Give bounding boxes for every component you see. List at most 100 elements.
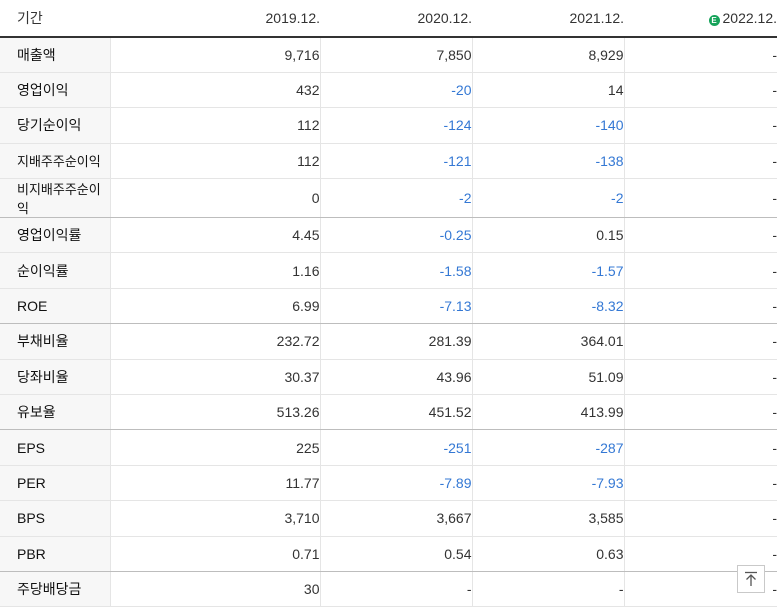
table-cell: 0 (110, 179, 320, 218)
table-cell: 281.39 (320, 324, 472, 359)
table-cell: - (624, 143, 777, 178)
table-cell: 112 (110, 143, 320, 178)
table-cell: -124 (320, 108, 472, 143)
table-cell: -7.89 (320, 465, 472, 500)
table-cell: 0.71 (110, 536, 320, 571)
table-cell: - (624, 324, 777, 359)
table-cell: - (624, 359, 777, 394)
table-cell: 6.99 (110, 288, 320, 323)
table-cell: -138 (472, 143, 624, 178)
row-label: 영업이익 (0, 72, 110, 107)
table-cell: - (624, 253, 777, 288)
table-cell: 513.26 (110, 395, 320, 430)
table-cell: 1.16 (110, 253, 320, 288)
row-label: 영업이익률 (0, 218, 110, 253)
row-label: PBR (0, 536, 110, 571)
table-cell: 3,667 (320, 501, 472, 536)
table-cell: 14 (472, 72, 624, 107)
row-label: 당기순이익 (0, 108, 110, 143)
column-header: 2021.12. (472, 0, 624, 37)
table-cell: 451.52 (320, 395, 472, 430)
table-cell: 8,929 (472, 37, 624, 72)
row-label: 비지배주주순이익 (0, 179, 110, 218)
column-header: 2019.12. (110, 0, 320, 37)
table-cell: - (320, 571, 472, 606)
table-cell: -20 (320, 72, 472, 107)
table-cell: -1.58 (320, 253, 472, 288)
row-label: ROE (0, 288, 110, 323)
table-cell: 112 (110, 108, 320, 143)
table-cell: 3,585 (472, 501, 624, 536)
period-header: 기간 (0, 0, 110, 37)
table-cell: 232.72 (110, 324, 320, 359)
row-label: 유보율 (0, 395, 110, 430)
table-cell: - (624, 288, 777, 323)
table-cell: - (624, 108, 777, 143)
table-cell: -7.13 (320, 288, 472, 323)
row-label: BPS (0, 501, 110, 536)
column-header-label: 2022.12. (723, 10, 777, 26)
table-cell: - (624, 179, 777, 218)
table-cell: -2 (320, 179, 472, 218)
row-label: 당좌비율 (0, 359, 110, 394)
row-label: 순이익률 (0, 253, 110, 288)
table-cell: 413.99 (472, 395, 624, 430)
table-cell: 51.09 (472, 359, 624, 394)
table-cell: 11.77 (110, 465, 320, 500)
table-cell: - (624, 430, 777, 465)
table-cell: -251 (320, 430, 472, 465)
table-cell: 3,710 (110, 501, 320, 536)
table-cell: -287 (472, 430, 624, 465)
table-cell: 0.63 (472, 536, 624, 571)
table-cell: - (624, 218, 777, 253)
table-cell: -121 (320, 143, 472, 178)
row-label: 지배주주순이익 (0, 143, 110, 178)
estimate-icon: E (709, 15, 720, 26)
row-label: 부채비율 (0, 324, 110, 359)
table-cell: -7.93 (472, 465, 624, 500)
table-cell: -1.57 (472, 253, 624, 288)
table-cell: 30.37 (110, 359, 320, 394)
row-label: PER (0, 465, 110, 500)
table-cell: -2 (472, 179, 624, 218)
table-cell: 225 (110, 430, 320, 465)
table-cell: -0.25 (320, 218, 472, 253)
table-cell: - (624, 395, 777, 430)
table-cell: -140 (472, 108, 624, 143)
table-cell: - (624, 72, 777, 107)
table-cell: 0.15 (472, 218, 624, 253)
table-cell: 43.96 (320, 359, 472, 394)
column-header: 2020.12. (320, 0, 472, 37)
table-cell: 7,850 (320, 37, 472, 72)
scroll-top-button[interactable] (737, 565, 765, 593)
table-cell: 0.54 (320, 536, 472, 571)
table-cell: - (624, 465, 777, 500)
table-cell: - (472, 571, 624, 606)
table-cell: 30 (110, 571, 320, 606)
row-label: 매출액 (0, 37, 110, 72)
table-cell: - (624, 501, 777, 536)
table-cell: 364.01 (472, 324, 624, 359)
table-cell: 9,716 (110, 37, 320, 72)
table-cell: - (624, 37, 777, 72)
table-cell: 432 (110, 72, 320, 107)
row-label: EPS (0, 430, 110, 465)
